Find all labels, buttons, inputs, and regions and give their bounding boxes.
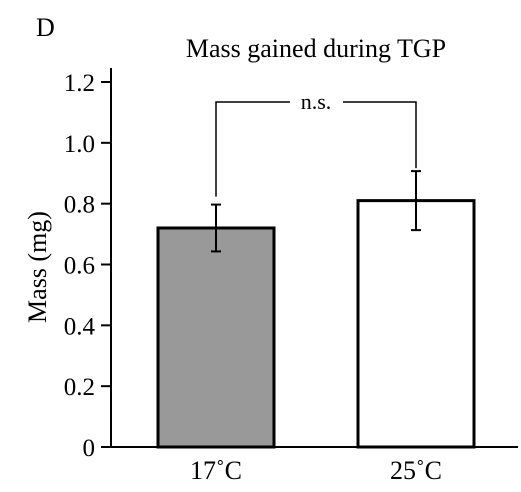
- y-tick-label: 0.8: [64, 192, 95, 219]
- y-axis-label: Mass (mg): [23, 211, 52, 323]
- significance-label: n.s.: [301, 89, 332, 114]
- bars: [156, 170, 476, 449]
- y-tick-label: 0: [83, 435, 96, 462]
- bracket-line: [215, 101, 417, 197]
- y-ticks: 0 0.2 0.4 0.6 0.8 1.0 1.2: [64, 70, 111, 462]
- x-ticks: 17˚C 25˚C: [190, 456, 442, 485]
- y-tick-label: 1.0: [64, 131, 95, 158]
- y-tick-label: 0.4: [64, 313, 96, 340]
- y-tick-label: 0.6: [64, 253, 95, 280]
- significance-bracket: n.s.: [215, 89, 417, 197]
- y-tick-label: 0.2: [64, 374, 95, 401]
- x-tick-label: 25˚C: [390, 456, 442, 485]
- chart-title: Mass gained during TGP: [186, 34, 446, 63]
- panel-label: D: [36, 13, 55, 42]
- x-tick-label: 17˚C: [190, 456, 242, 485]
- bar: [156, 226, 276, 449]
- bar: [356, 199, 476, 449]
- y-tick-label: 1.2: [64, 70, 95, 97]
